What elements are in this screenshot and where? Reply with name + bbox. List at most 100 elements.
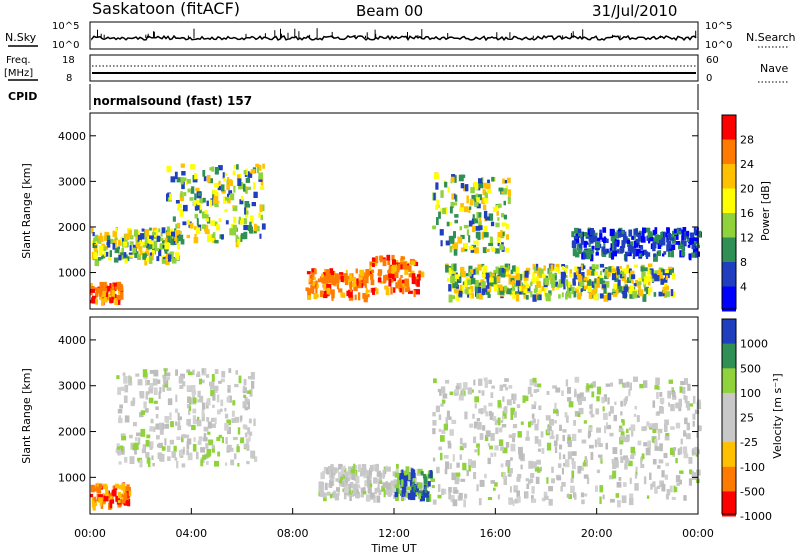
echo-cell <box>643 249 647 255</box>
echo-cell <box>683 495 687 501</box>
echo-cell <box>203 426 209 432</box>
echo-cell <box>455 275 458 284</box>
echo-cell <box>610 498 615 503</box>
echo-cell <box>625 396 628 402</box>
echo-cell <box>451 472 456 481</box>
echo-cell <box>588 426 593 432</box>
echo-cell <box>148 256 153 264</box>
echo-cell <box>199 395 204 403</box>
echo-cell <box>645 447 651 456</box>
echo-cell <box>453 489 459 494</box>
echo-cell <box>394 484 400 489</box>
echo-cell <box>597 437 601 445</box>
echo-cell <box>532 418 536 424</box>
echo-cell <box>374 287 377 292</box>
echo-cell <box>502 396 505 402</box>
echo-cell <box>578 407 584 415</box>
echo-cell <box>641 453 645 460</box>
echo-cell <box>473 269 476 275</box>
echo-cell <box>221 436 224 443</box>
colorbar-swatch <box>722 237 736 263</box>
echo-cell <box>471 460 476 468</box>
echo-cell <box>508 274 512 278</box>
echo-cell <box>601 237 604 242</box>
echo-cell <box>161 422 165 430</box>
echo-cell <box>194 213 199 219</box>
echo-cell <box>336 487 340 492</box>
echo-cell <box>156 256 160 262</box>
echo-cell <box>541 273 546 278</box>
echo-cell <box>577 466 582 474</box>
echo-cell <box>610 233 615 241</box>
echo-cell <box>403 474 408 481</box>
echo-cell <box>534 401 537 406</box>
echo-cell <box>216 200 220 204</box>
echo-cell <box>550 277 556 286</box>
echo-cell <box>369 492 375 499</box>
echo-cell <box>184 434 190 438</box>
echo-cell <box>662 279 668 283</box>
echo-cell <box>548 274 554 281</box>
echo-cell <box>103 499 106 504</box>
echo-cell <box>122 241 124 248</box>
echo-cell <box>360 487 366 494</box>
echo-cell <box>105 251 109 257</box>
echo-cell <box>432 412 436 417</box>
echo-cell <box>599 233 603 240</box>
echo-cell <box>633 264 638 268</box>
echo-cell <box>124 233 130 240</box>
echo-cell <box>361 279 367 286</box>
echo-cell <box>637 440 642 446</box>
echo-cell <box>438 428 442 433</box>
echo-cell <box>484 191 488 199</box>
echo-cell <box>576 242 579 251</box>
echo-cell <box>104 235 107 241</box>
echo-cell <box>590 253 594 262</box>
echo-cell <box>175 369 178 376</box>
echo-cell <box>459 226 462 231</box>
echo-cell <box>109 496 113 500</box>
echo-cell <box>541 286 545 292</box>
echo-cell <box>679 242 683 249</box>
echo-cell <box>390 480 396 486</box>
echo-cell <box>469 292 474 299</box>
echo-cell <box>575 252 580 258</box>
echo-cell <box>467 387 473 395</box>
colorbar-frame <box>721 318 737 515</box>
echo-cell <box>132 251 135 255</box>
echo-cell <box>544 277 550 286</box>
echo-cell <box>605 291 609 296</box>
time-xlabel: Time UT <box>370 542 416 554</box>
echo-cell <box>440 435 445 442</box>
echo-cell <box>613 414 617 422</box>
colorbar-tick-label: -1000 <box>740 510 772 523</box>
colorbar-tick-label: 16 <box>740 207 754 220</box>
echo-cell <box>624 280 628 284</box>
echo-cell <box>448 235 451 242</box>
echo-cell <box>226 419 231 426</box>
echo-cell <box>399 288 405 293</box>
echo-cell <box>126 486 131 494</box>
echo-cell <box>207 421 212 429</box>
echo-cell <box>352 283 357 287</box>
echo-cell <box>114 298 119 305</box>
echo-cell <box>590 251 594 255</box>
echo-cell <box>487 285 492 293</box>
echo-cell <box>566 493 570 498</box>
echo-cell <box>107 240 111 248</box>
echo-cell <box>329 493 333 499</box>
echo-cell <box>212 389 215 395</box>
echo-cell <box>480 408 484 415</box>
echo-cell <box>640 457 643 464</box>
echo-cell <box>633 376 638 382</box>
echo-cell <box>410 487 414 492</box>
echo-cell <box>618 378 623 385</box>
echo-cell <box>227 388 230 393</box>
echo-cell <box>620 271 625 277</box>
echo-cell <box>489 271 493 279</box>
echo-cell <box>533 270 538 274</box>
echo-cell <box>312 288 315 295</box>
freq-tick-high: 18 <box>62 55 75 66</box>
echo-cell <box>633 249 638 257</box>
echo-cell <box>599 496 602 504</box>
